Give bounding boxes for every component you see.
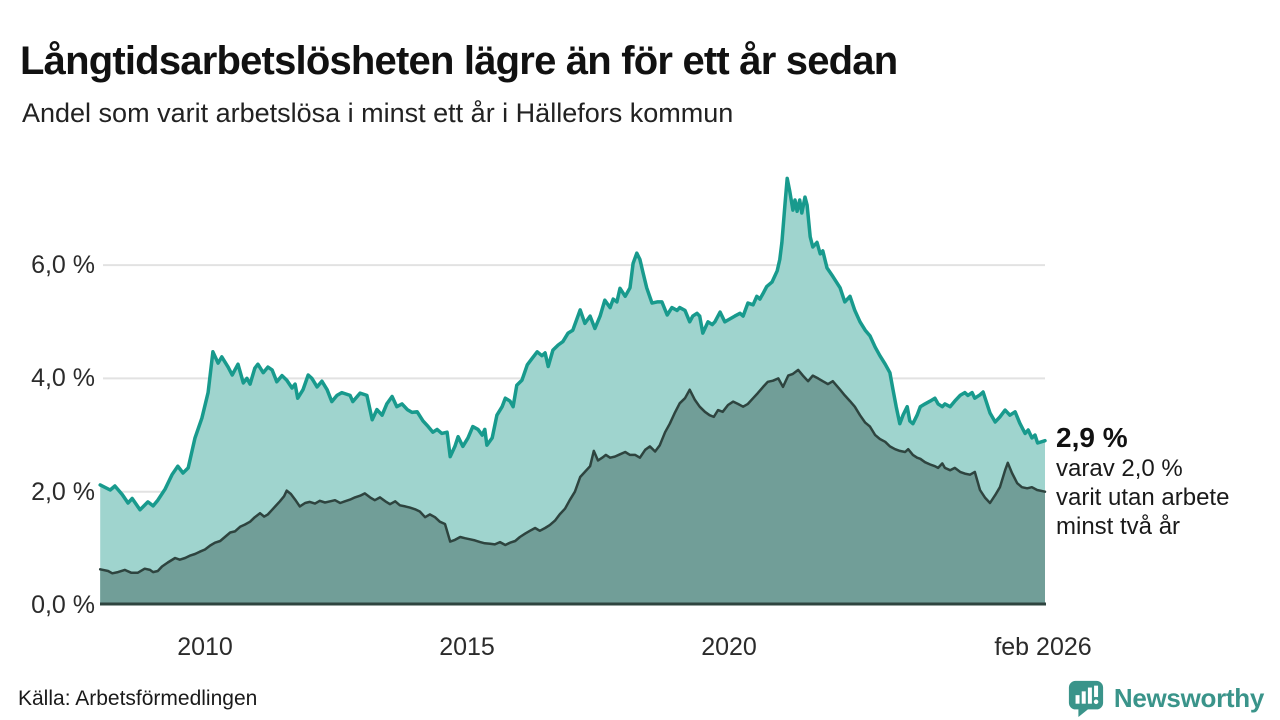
newsworthy-wordmark: Newsworthy bbox=[1113, 682, 1264, 713]
annotation-line: minst två år bbox=[1056, 513, 1181, 540]
y-axis-tick-label: 4,0 % bbox=[31, 364, 95, 392]
newsworthy-logo: Newsworthy bbox=[1067, 679, 1264, 717]
y-axis-tick-label: 0,0 % bbox=[31, 591, 95, 619]
x-axis-tick-label: feb 2026 bbox=[994, 633, 1092, 661]
annotation-line: varav 2,0 % bbox=[1056, 455, 1183, 482]
latest-value-annotation: 2,9 % varav 2,0 % varit utan arbete mins… bbox=[1056, 422, 1229, 541]
chart-subtitle: Andel som varit arbetslösa i minst ett å… bbox=[22, 98, 734, 128]
x-axis-tick-label: 2010 bbox=[177, 633, 233, 661]
x-axis-tick-label: 2015 bbox=[439, 633, 495, 661]
annotation-line: varit utan arbete bbox=[1056, 484, 1230, 511]
page-title: Långtidsarbetslösheten lägre än för ett … bbox=[20, 38, 898, 83]
y-axis-tick-label: 6,0 % bbox=[31, 251, 95, 279]
latest-value-label: 2,9 % bbox=[1056, 422, 1128, 453]
source-note: Källa: Arbetsförmedlingen bbox=[18, 687, 258, 710]
x-axis-tick-label: 2020 bbox=[701, 633, 757, 661]
y-axis-tick-label: 2,0 % bbox=[31, 478, 95, 506]
newsworthy-icon bbox=[1068, 680, 1103, 717]
